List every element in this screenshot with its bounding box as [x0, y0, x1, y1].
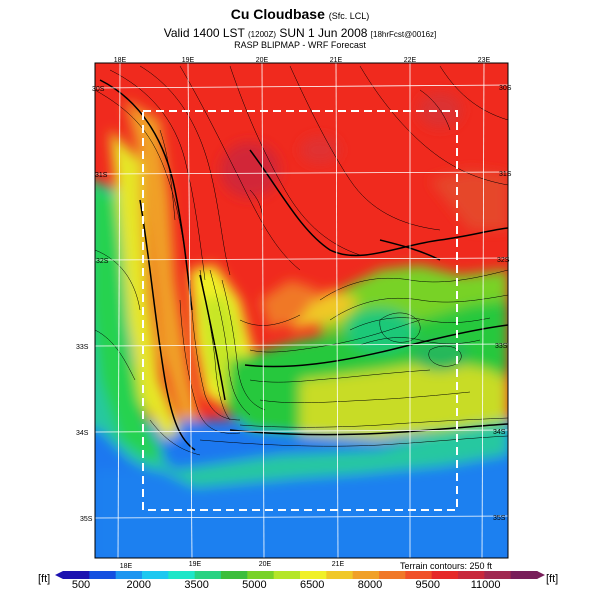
colorbar-bin: [63, 571, 90, 579]
colorbar-bin: [300, 571, 327, 579]
colorbar-bin: [379, 571, 406, 579]
valid-utc: (1200Z): [248, 30, 277, 39]
lon-labels-bottom: 18E 19E 20E 21E: [120, 561, 345, 570]
lon-label-bottom: 19E: [189, 561, 202, 568]
colorbar-bin: [194, 571, 222, 579]
lat-label-left: 32S: [96, 258, 109, 265]
title-main: Cu Cloudbase: [230, 6, 325, 22]
map-frame: [94, 62, 509, 559]
lon-label-bottom: 21E: [332, 561, 345, 568]
colorbar-bin: [510, 571, 538, 579]
lat-labels-left: 30S 31S 32S 33S 34S 35S: [76, 86, 109, 523]
valid-date: SUN 1 Jun 2008: [279, 26, 368, 40]
lon-label-top: 20E: [256, 57, 269, 64]
colorbar-bin: [168, 571, 196, 579]
colorbar-unit-right: [ft]: [546, 573, 559, 585]
lon-label-bottom: 18E: [120, 563, 133, 570]
map-subtitle: RASP BLIPMAP - WRF Forecast: [234, 40, 366, 50]
colorbar-tick-label: 2000: [126, 579, 152, 591]
lat-label-left: 30S: [92, 86, 105, 93]
valid-prefix: Valid 1400 LST: [163, 26, 245, 40]
lon-label-top: 21E: [330, 57, 343, 64]
title-sub: (Sfc. LCL): [328, 11, 370, 21]
colorbar-tick-label: 3500: [184, 579, 209, 591]
colorbar-bins: [63, 571, 538, 579]
lon-label-top: 22E: [404, 57, 417, 64]
valid-time: Valid 1400 LST (1200Z) SUN 1 Jun 2008 [1…: [0, 26, 600, 40]
colorbar-right-arrow: [537, 571, 545, 579]
colorbar-tick-label: 6500: [299, 579, 325, 591]
colorbar-tick-label: 11000: [470, 579, 501, 591]
forecast-note: [18hrFcst@0016z]: [370, 30, 437, 39]
colorbar-bin: [115, 571, 143, 579]
colorbar: [55, 571, 545, 579]
colorbar-bin: [247, 571, 275, 579]
colorbar-unit-left: [ft]: [38, 573, 51, 585]
colorbar-tick-label: 8000: [357, 579, 383, 591]
colorbar-left-arrow: [55, 571, 63, 579]
colorbar-tick-label: 5000: [242, 579, 267, 591]
lat-label-left: 34S: [76, 430, 89, 437]
lat-label-right: 31S: [499, 171, 512, 178]
colorbar-bin: [326, 571, 354, 579]
lat-label-right: 30S: [499, 85, 512, 92]
colorbar-bin: [142, 571, 169, 579]
colorbar-bin: [352, 571, 380, 579]
terrain-contours: [95, 65, 508, 456]
colorbar-tick-label: 9500: [415, 579, 441, 591]
lat-label-left: 35S: [80, 516, 93, 523]
major-contours: [99, 79, 508, 451]
colorbar-tick-label: 500: [71, 579, 91, 591]
colorbar-bin: [89, 571, 117, 579]
inner-domain-box: [142, 110, 458, 511]
lon-label-top: 23E: [478, 57, 491, 64]
lat-label-right: 33S: [495, 343, 508, 350]
colorbar-bin: [273, 571, 301, 579]
map-title: Cu Cloudbase (Sfc. LCL): [0, 6, 600, 22]
colorbar-bin: [431, 571, 459, 579]
lat-label-right: 34S: [493, 429, 506, 436]
terrain-note: Terrain contours: 250 ft: [400, 561, 493, 571]
lon-labels-top: 18E 19E 20E 21E 22E 23E: [114, 57, 491, 64]
graticule: [94, 62, 509, 559]
colorbar-bin: [405, 571, 433, 579]
lat-labels-right: 30S 31S 32S 33S 34S 35S: [493, 85, 512, 522]
lat-label-right: 32S: [497, 257, 510, 264]
colorbar-bin: [221, 571, 248, 579]
lat-label-right: 35S: [493, 515, 506, 522]
lat-label-left: 31S: [95, 172, 108, 179]
lat-label-left: 33S: [76, 344, 89, 351]
cloudbase-field: [95, 63, 508, 558]
colorbar-bin: [458, 571, 485, 579]
colorbar-bin: [484, 571, 512, 579]
lon-label-top: 19E: [182, 57, 195, 64]
lon-label-bottom: 20E: [259, 561, 272, 568]
lon-label-top: 18E: [114, 57, 127, 64]
